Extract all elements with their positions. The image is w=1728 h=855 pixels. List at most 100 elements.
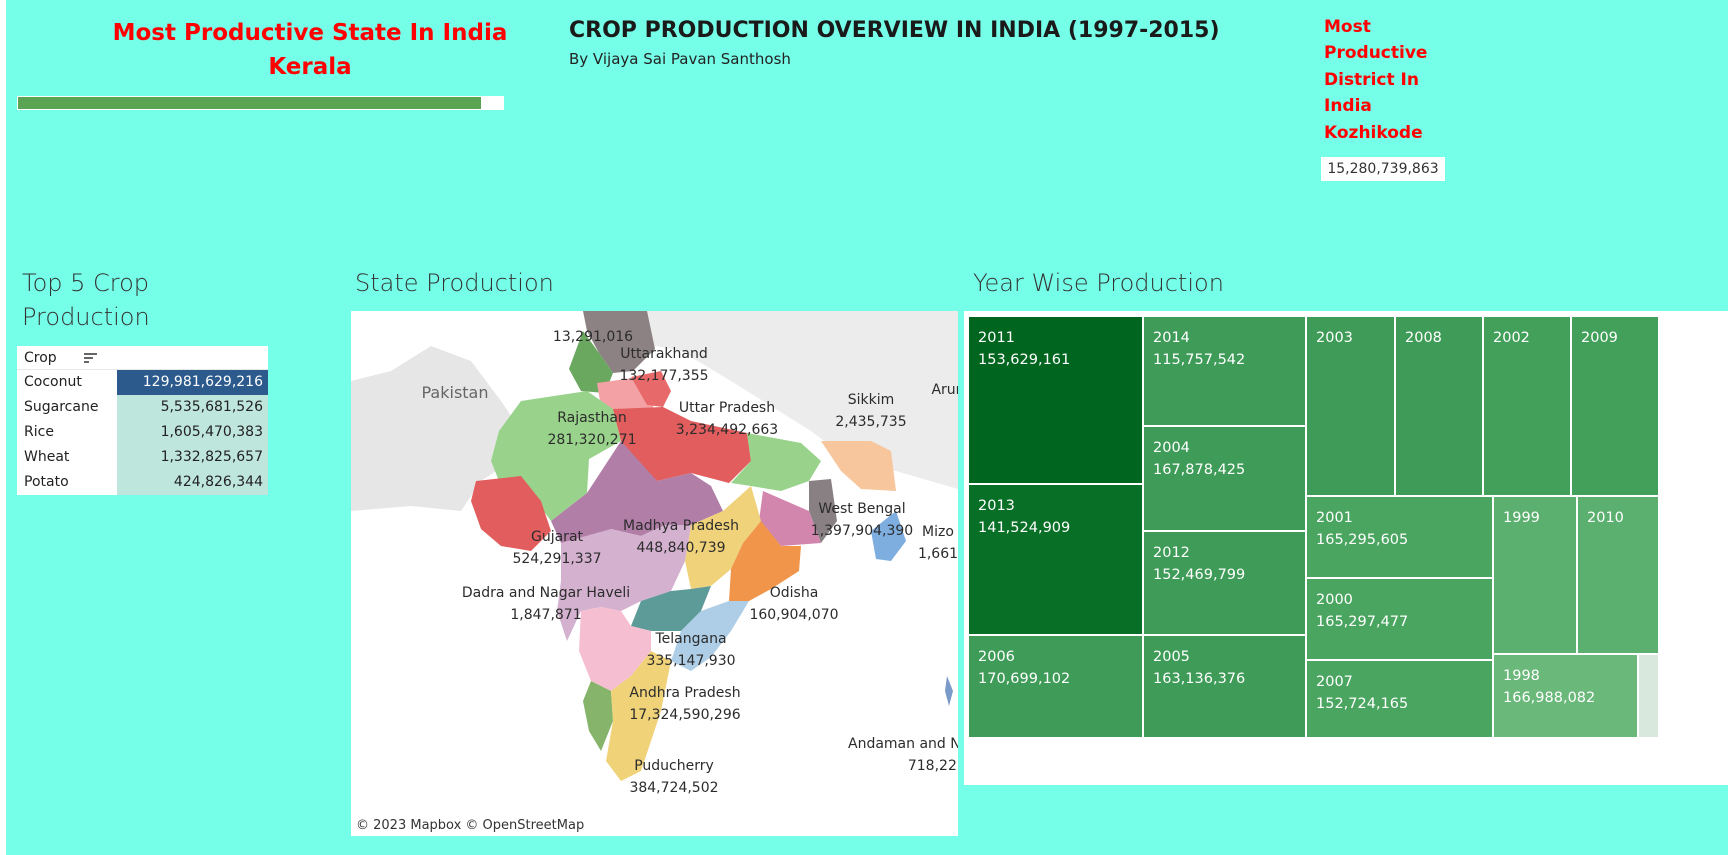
map-label: Dadra and Nagar Haveli 1,847,871: [461, 585, 631, 623]
treemap-value: 165,297,477: [1316, 614, 1409, 630]
treemap-value: 167,878,425: [1153, 462, 1246, 478]
table-row[interactable]: Wheat 1,332,825,657: [17, 445, 268, 470]
treemap-value: 153,629,161: [978, 352, 1071, 368]
treemap-value: 166,988,082: [1503, 690, 1596, 706]
most-productive-state-title: Most Productive State In India Kerala: [50, 16, 570, 84]
top-crops-table: Crop Coconut 129,981,629,216 Sugarcane 5,53…: [17, 346, 268, 495]
map-label: Uttar Pradesh 3,234,492,663: [675, 400, 779, 438]
map-label: 13,291,016: [552, 329, 634, 345]
treemap-cell[interactable]: 2002: [1483, 316, 1571, 496]
map-label: Puducherry 384,724,502: [629, 758, 719, 796]
state-label: Most Productive State In India: [112, 20, 508, 46]
map-label: Uttarakhand 132,177,355: [619, 346, 709, 384]
crop-name: Sugarcane: [24, 399, 99, 415]
treemap-cell[interactable]: 1998 166,988,082: [1493, 654, 1638, 738]
crop-value: 1,605,470,383: [117, 420, 268, 445]
treemap-year: 2004: [1153, 440, 1190, 456]
treemap-year: 2005: [1153, 649, 1190, 665]
state-bar-fill: [18, 97, 482, 109]
crop-name: Wheat: [24, 449, 70, 465]
state-production-map[interactable]: 13,291,016 Uttarakhand 132,177,355 Pakist…: [351, 311, 958, 836]
treemap-cell[interactable]: 1999: [1493, 496, 1577, 654]
treemap-year: 2010: [1587, 510, 1624, 526]
map-label: Mizo 1,661: [917, 524, 958, 562]
crop-value: 1,332,825,657: [117, 445, 268, 470]
treemap-cell[interactable]: 2004 167,878,425: [1143, 426, 1306, 531]
crop-section-title: Top 5 Crop Production: [22, 269, 150, 331]
map-label: Andaman and N 718,22: [848, 736, 958, 774]
treemap-cell[interactable]: 2003: [1306, 316, 1395, 496]
treemap-year: 2012: [1153, 545, 1190, 561]
map-shapes: [351, 311, 958, 781]
treemap-cell[interactable]: 2008: [1395, 316, 1483, 496]
treemap-year: 2001: [1316, 510, 1353, 526]
treemap-year: 2009: [1581, 330, 1618, 346]
table-row[interactable]: Sugarcane 5,535,681,526: [17, 395, 268, 420]
map-label: West Bengal 1,397,904,390: [810, 501, 914, 539]
map-label: Rajasthan 281,320,271: [547, 410, 637, 448]
treemap-value: 115,757,542: [1153, 352, 1246, 368]
treemap-cell[interactable]: 2001 165,295,605: [1306, 496, 1493, 578]
map-label: Andhra Pradesh 17,324,590,296: [629, 685, 741, 723]
treemap-cell[interactable]: 2007 152,724,165: [1306, 660, 1493, 738]
treemap-year: 2013: [978, 498, 1015, 514]
treemap-value: 141,524,909: [978, 520, 1071, 536]
most-productive-district-title: Most Productive District In India Kozhik…: [1324, 14, 1434, 146]
treemap-year: 2002: [1493, 330, 1530, 346]
dashboard: Most Productive State In India Kerala CR…: [6, 0, 1728, 855]
crop-value: 5,535,681,526: [117, 395, 268, 420]
year-treemap: 2011 153,629,161 2014 115,757,542 2003 2008 20…: [964, 311, 1728, 785]
map-label: Arun: [931, 382, 958, 398]
treemap-cell[interactable]: 2009: [1571, 316, 1659, 496]
treemap-year: 2000: [1316, 592, 1353, 608]
district-line: Productive: [1324, 43, 1428, 64]
treemap-cell[interactable]: 2014 115,757,542: [1143, 316, 1306, 426]
state-name: Kerala: [268, 54, 352, 80]
country-label: Pakistan: [421, 383, 489, 402]
treemap-cell[interactable]: 2000 165,297,477: [1306, 578, 1493, 660]
treemap-cell[interactable]: 2013 141,524,909: [968, 484, 1143, 635]
treemap-year: 2011: [978, 330, 1015, 346]
district-line: Most: [1324, 17, 1371, 37]
treemap-value: 170,699,102: [978, 671, 1071, 687]
crop-name: Rice: [24, 424, 54, 440]
table-row[interactable]: Potato 424,826,344: [17, 470, 268, 495]
treemap-cell[interactable]: 2011 153,629,161: [968, 316, 1143, 484]
treemap-value: 152,469,799: [1153, 567, 1246, 583]
year-section-title: Year Wise Production: [973, 269, 1224, 297]
treemap-year: 2014: [1153, 330, 1190, 346]
map-label: Madhya Pradesh 448,840,739: [623, 518, 739, 556]
page-title: CROP PRODUCTION OVERVIEW IN INDIA (1997-…: [569, 18, 1220, 43]
table-header: Crop: [17, 346, 268, 370]
treemap-year: 2003: [1316, 330, 1353, 346]
treemap-value: 152,724,165: [1316, 696, 1409, 712]
crop-value: 129,981,629,216: [117, 370, 268, 395]
map-section-title: State Production: [355, 269, 554, 297]
treemap-year: 1998: [1503, 668, 1540, 684]
crop-column-header[interactable]: Crop: [24, 350, 57, 366]
treemap-cell[interactable]: 2006 170,699,102: [968, 635, 1143, 738]
treemap-cell[interactable]: 2005 163,136,376: [1143, 635, 1306, 738]
district-line: District In: [1324, 69, 1419, 90]
map-label: Telangana 335,147,930: [646, 631, 736, 669]
map-label: Gujarat 524,291,337: [512, 529, 602, 567]
treemap-year: 2008: [1405, 330, 1442, 346]
treemap-cell[interactable]: 2012 152,469,799: [1143, 531, 1306, 635]
treemap-cell[interactable]: [1638, 654, 1659, 738]
treemap-cell[interactable]: 2010: [1577, 496, 1659, 654]
sort-icon[interactable]: [84, 353, 97, 364]
map-label: Sikkim 2,435,735: [835, 392, 907, 430]
map-credit[interactable]: © 2023 Mapbox © OpenStreetMap: [356, 818, 585, 833]
table-row[interactable]: Coconut 129,981,629,216: [17, 370, 268, 395]
crop-name: Potato: [24, 474, 69, 490]
treemap-year: 1999: [1503, 510, 1540, 526]
crop-name: Coconut: [24, 374, 82, 390]
map-label: Odisha 160,904,070: [749, 585, 839, 623]
crop-value: 424,826,344: [117, 470, 268, 495]
state-production-bar[interactable]: [17, 96, 504, 110]
district-production-value[interactable]: 15,280,739,863: [1321, 157, 1445, 181]
table-row[interactable]: Rice 1,605,470,383: [17, 420, 268, 445]
district-name: Kozhikode: [1324, 122, 1423, 143]
treemap-value: 163,136,376: [1153, 671, 1246, 687]
treemap-year: 2007: [1316, 674, 1353, 690]
